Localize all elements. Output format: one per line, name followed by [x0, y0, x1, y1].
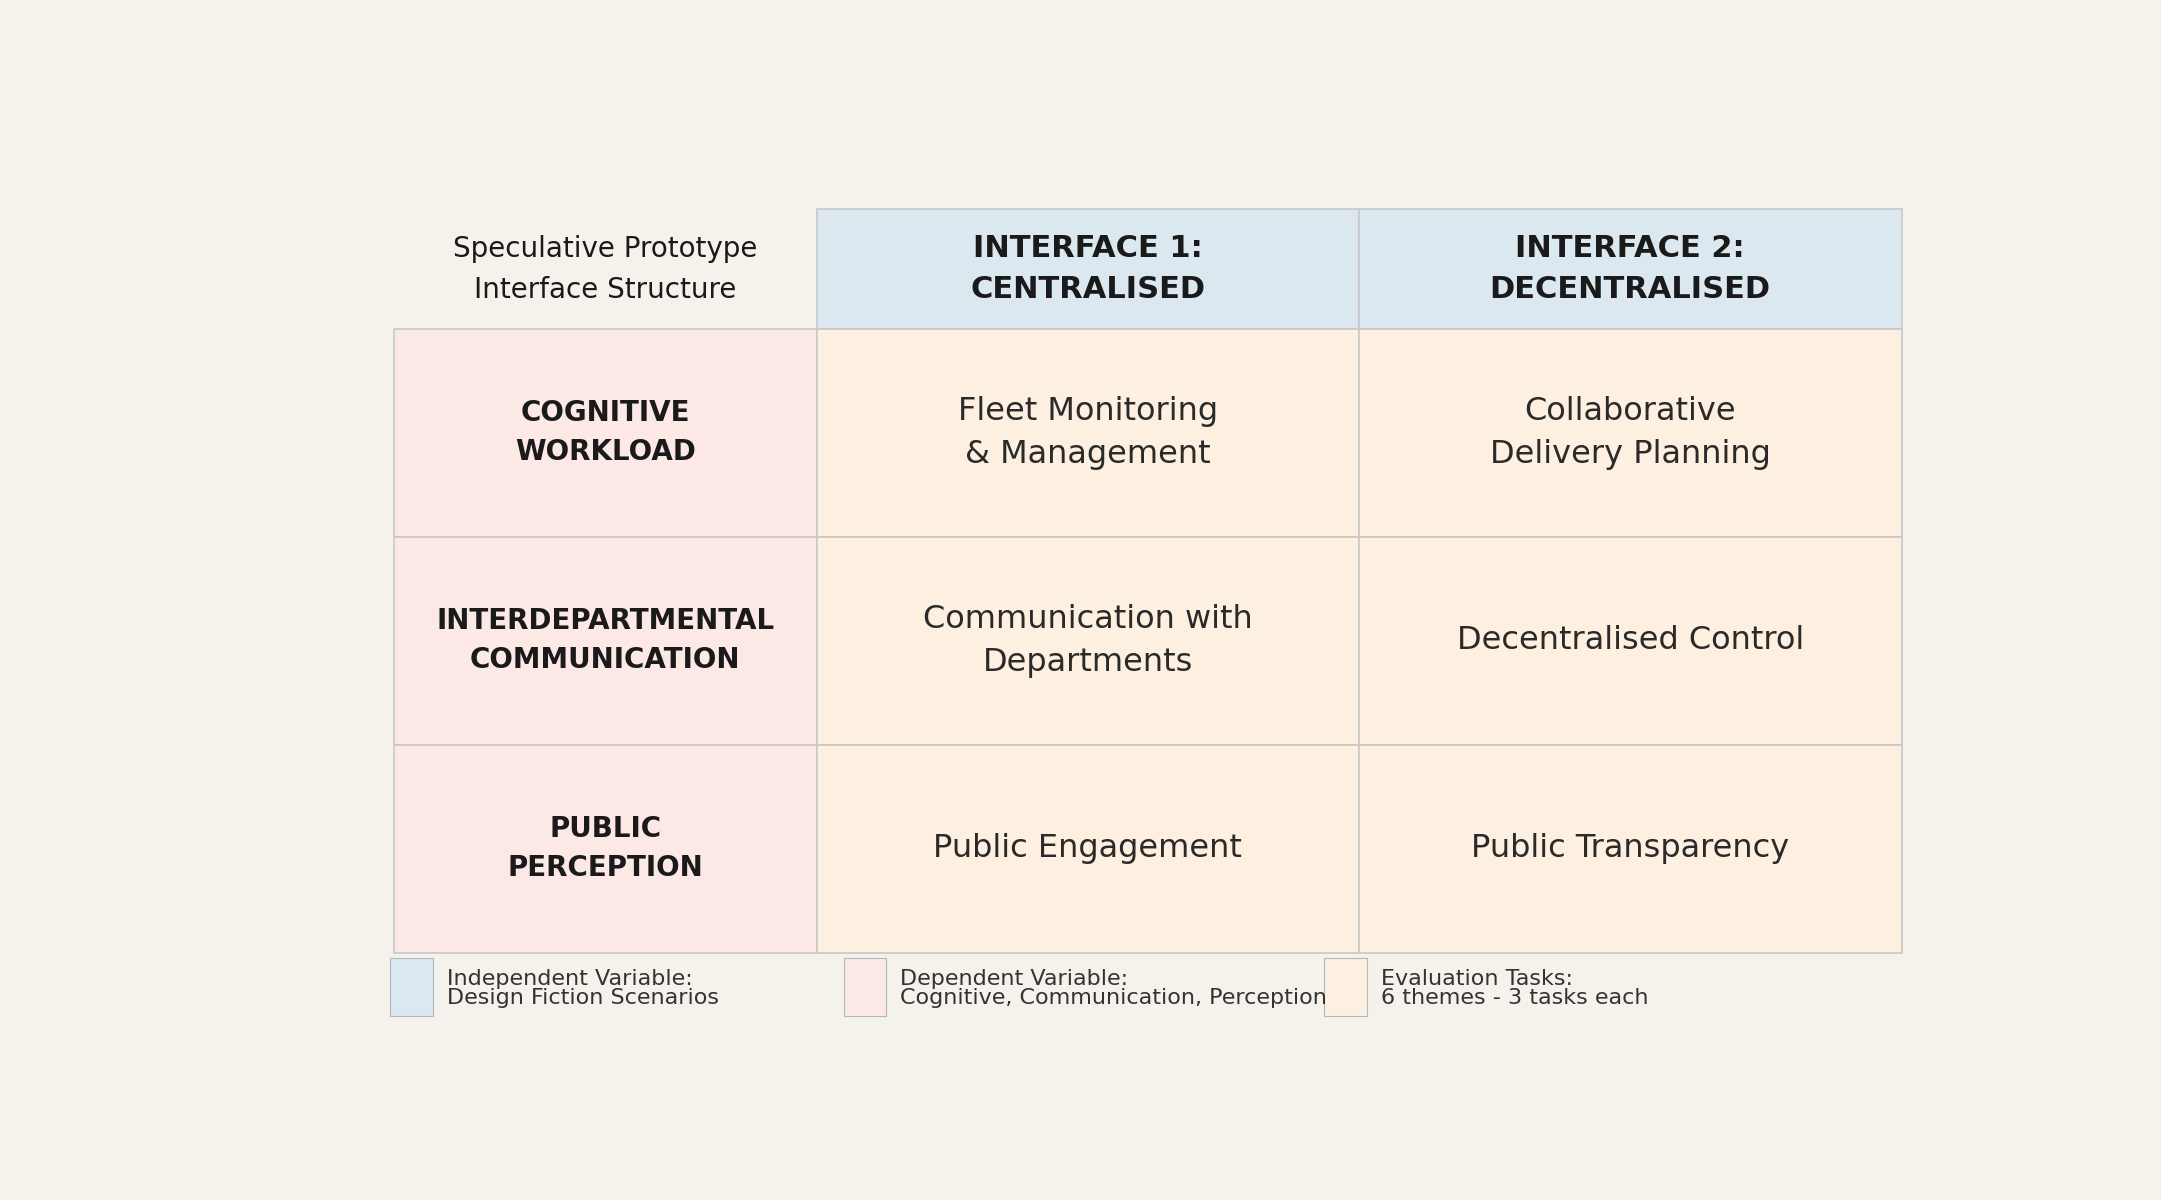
Text: COGNITIVE
WORKLOAD: COGNITIVE WORKLOAD [514, 400, 696, 467]
Text: PUBLIC
PERCEPTION: PUBLIC PERCEPTION [508, 815, 702, 882]
Text: Dependent Variable:: Dependent Variable: [901, 970, 1128, 990]
Text: Design Fiction Scenarios: Design Fiction Scenarios [447, 988, 720, 1008]
FancyBboxPatch shape [1359, 210, 1902, 329]
FancyBboxPatch shape [1325, 959, 1366, 1016]
Text: Evaluation Tasks:: Evaluation Tasks: [1381, 970, 1573, 990]
Text: Cognitive, Communication, Perception: Cognitive, Communication, Perception [901, 988, 1327, 1008]
Text: Public Transparency: Public Transparency [1472, 833, 1789, 864]
Text: Collaborative
Delivery Planning: Collaborative Delivery Planning [1489, 396, 1770, 469]
FancyBboxPatch shape [1359, 329, 1902, 536]
Text: Decentralised Control: Decentralised Control [1457, 625, 1804, 656]
FancyBboxPatch shape [817, 536, 1359, 744]
FancyBboxPatch shape [393, 329, 817, 536]
FancyBboxPatch shape [393, 536, 817, 744]
Text: Fleet Monitoring
& Management: Fleet Monitoring & Management [957, 396, 1219, 469]
FancyBboxPatch shape [817, 744, 1359, 953]
Text: Public Engagement: Public Engagement [934, 833, 1243, 864]
FancyBboxPatch shape [393, 210, 817, 329]
FancyBboxPatch shape [1359, 744, 1902, 953]
Text: Speculative Prototype
Interface Structure: Speculative Prototype Interface Structur… [454, 234, 759, 304]
FancyBboxPatch shape [817, 210, 1359, 329]
FancyBboxPatch shape [391, 959, 432, 1016]
Text: INTERDEPARTMENTAL
COMMUNICATION: INTERDEPARTMENTAL COMMUNICATION [437, 607, 774, 674]
Text: INTERFACE 2:
DECENTRALISED: INTERFACE 2: DECENTRALISED [1489, 234, 1770, 304]
Text: Independent Variable:: Independent Variable: [447, 970, 692, 990]
Text: Communication with
Departments: Communication with Departments [923, 604, 1253, 678]
Text: INTERFACE 1:
CENTRALISED: INTERFACE 1: CENTRALISED [970, 234, 1206, 304]
FancyBboxPatch shape [393, 744, 817, 953]
Text: 6 themes - 3 tasks each: 6 themes - 3 tasks each [1381, 988, 1649, 1008]
FancyBboxPatch shape [843, 959, 886, 1016]
FancyBboxPatch shape [1359, 536, 1902, 744]
FancyBboxPatch shape [817, 329, 1359, 536]
